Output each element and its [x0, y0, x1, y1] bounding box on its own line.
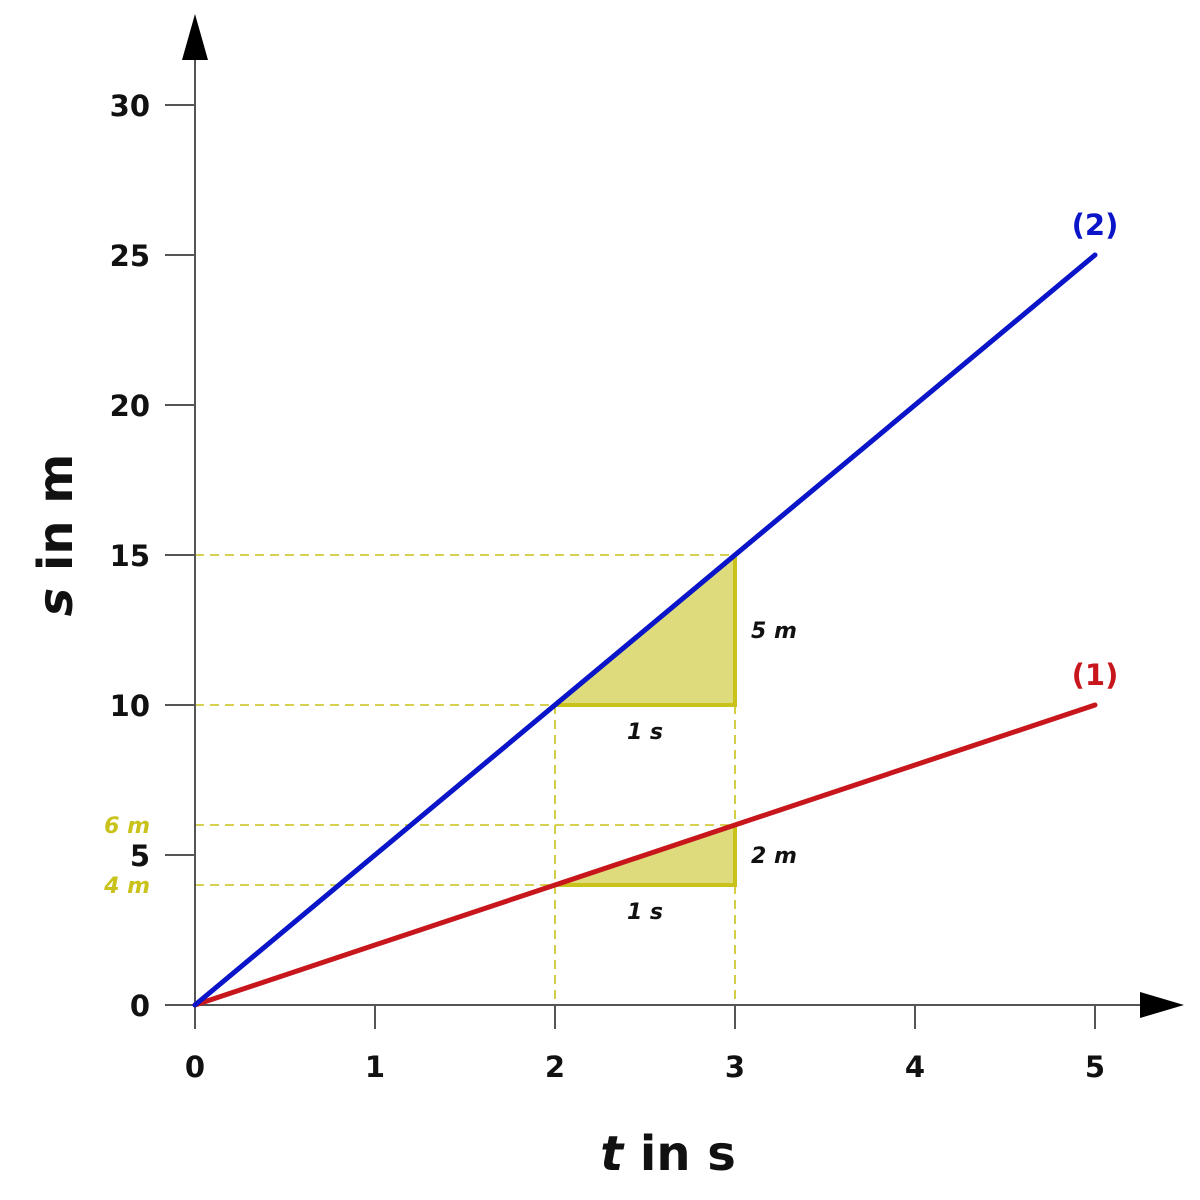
series-lines — [192, 252, 1098, 1008]
x-tick-label: 2 — [545, 1050, 565, 1084]
x-tick-label: 3 — [725, 1050, 745, 1084]
slope-dx-label: 1 s — [627, 900, 663, 925]
x-tick-label: 1 — [365, 1050, 385, 1084]
y-tick-label: 15 — [110, 539, 150, 573]
x-axis-title: t in s — [600, 1126, 736, 1182]
y-tick-label: 0 — [130, 989, 150, 1023]
series-label: (1) — [1072, 658, 1119, 692]
x-tick-label: 4 — [905, 1050, 925, 1084]
axes — [165, 14, 1184, 1029]
x-tick-label: 5 — [1085, 1050, 1105, 1084]
y-axis-arrow-icon — [182, 14, 208, 60]
y-tick-label: 5 — [130, 839, 150, 873]
y-annotation-label: 6 m — [104, 814, 150, 839]
series-label: (2) — [1072, 208, 1119, 242]
y-axis-title: s in m — [28, 454, 84, 617]
series-line — [192, 702, 1098, 1008]
y-tick-label: 25 — [110, 239, 150, 273]
y-tick-label: 10 — [110, 689, 150, 723]
slope-dx-label: 1 s — [627, 720, 663, 745]
slope-dy-label: 2 m — [751, 844, 797, 869]
y-tick-label: 20 — [110, 389, 150, 423]
slope-dy-label: 5 m — [751, 619, 797, 644]
x-axis-arrow-icon — [1140, 992, 1184, 1018]
y-annotation-label: 4 m — [103, 874, 150, 899]
series-line — [192, 252, 1098, 1008]
chart-labels: 6 m 4 m 1 s 5 m 1 s 2 m 0 1 2 3 4 5 0 5 10 15 20 25 30 (1) (… — [103, 89, 1118, 1084]
x-tick-label: 0 — [185, 1050, 205, 1084]
y-tick-label: 30 — [110, 89, 150, 123]
